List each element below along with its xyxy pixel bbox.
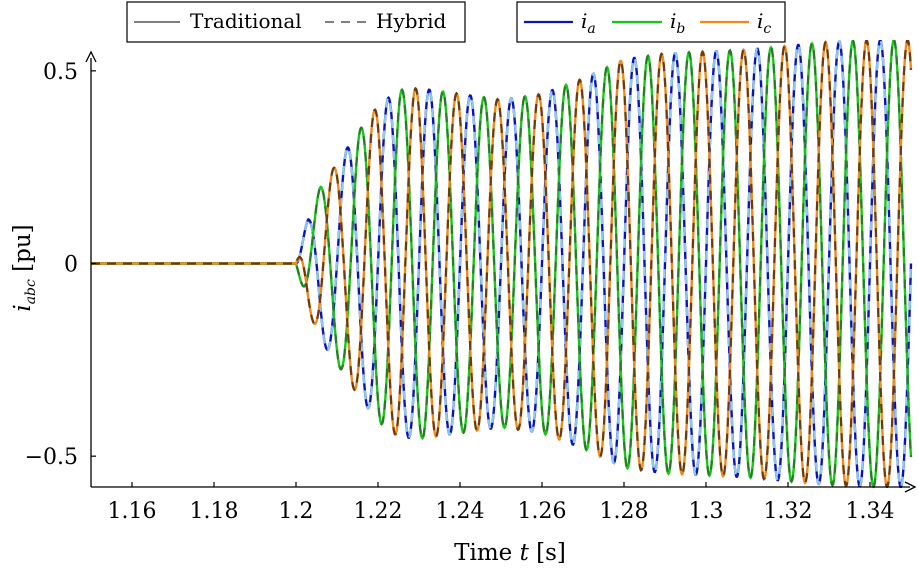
x-tick-label: 1.3 <box>689 499 724 524</box>
y-ticks: −0.5 0 0.5 <box>25 60 96 470</box>
y-axis-label: iabc [pu] <box>10 224 39 311</box>
legend-ia-label: ia <box>581 9 596 37</box>
x-axis-arrow <box>904 481 917 493</box>
x-tick-label: 1.28 <box>600 499 649 524</box>
x-tick-label: 1.18 <box>190 499 239 524</box>
x-tick-label: 1.24 <box>436 499 485 524</box>
legend-traditional-label: Traditional <box>190 9 302 33</box>
x-tick-label: 1.32 <box>764 499 813 524</box>
x-tick-label: 1.16 <box>108 499 157 524</box>
x-tick-label: 1.2 <box>279 499 314 524</box>
legend-styles: Traditional Hybrid <box>126 1 466 43</box>
y-tick-label: 0.5 <box>43 60 78 85</box>
x-tick-label: 1.22 <box>354 499 403 524</box>
legend-ib-label: ib <box>670 9 685 37</box>
y-tick-label: −0.5 <box>25 445 78 470</box>
x-ticks: 1.16 1.18 1.2 1.22 1.24 1.26 1.28 1.3 1.32 1.34 <box>108 482 895 524</box>
axes <box>85 50 917 493</box>
x-axis-label: Time t [s] <box>454 540 566 566</box>
legend-styles-box <box>126 1 466 43</box>
y-axis-arrow <box>85 50 97 63</box>
y-tick-label: 0 <box>64 253 78 278</box>
x-tick-label: 1.34 <box>846 499 895 524</box>
legend-ic-label: ic <box>757 9 771 37</box>
legend-hybrid-label: Hybrid <box>376 9 447 33</box>
legend-phases: ia ib ic <box>516 1 786 43</box>
series-layer <box>91 40 913 488</box>
series-line-hybrid-ic <box>91 40 913 488</box>
x-tick-label: 1.26 <box>518 499 567 524</box>
